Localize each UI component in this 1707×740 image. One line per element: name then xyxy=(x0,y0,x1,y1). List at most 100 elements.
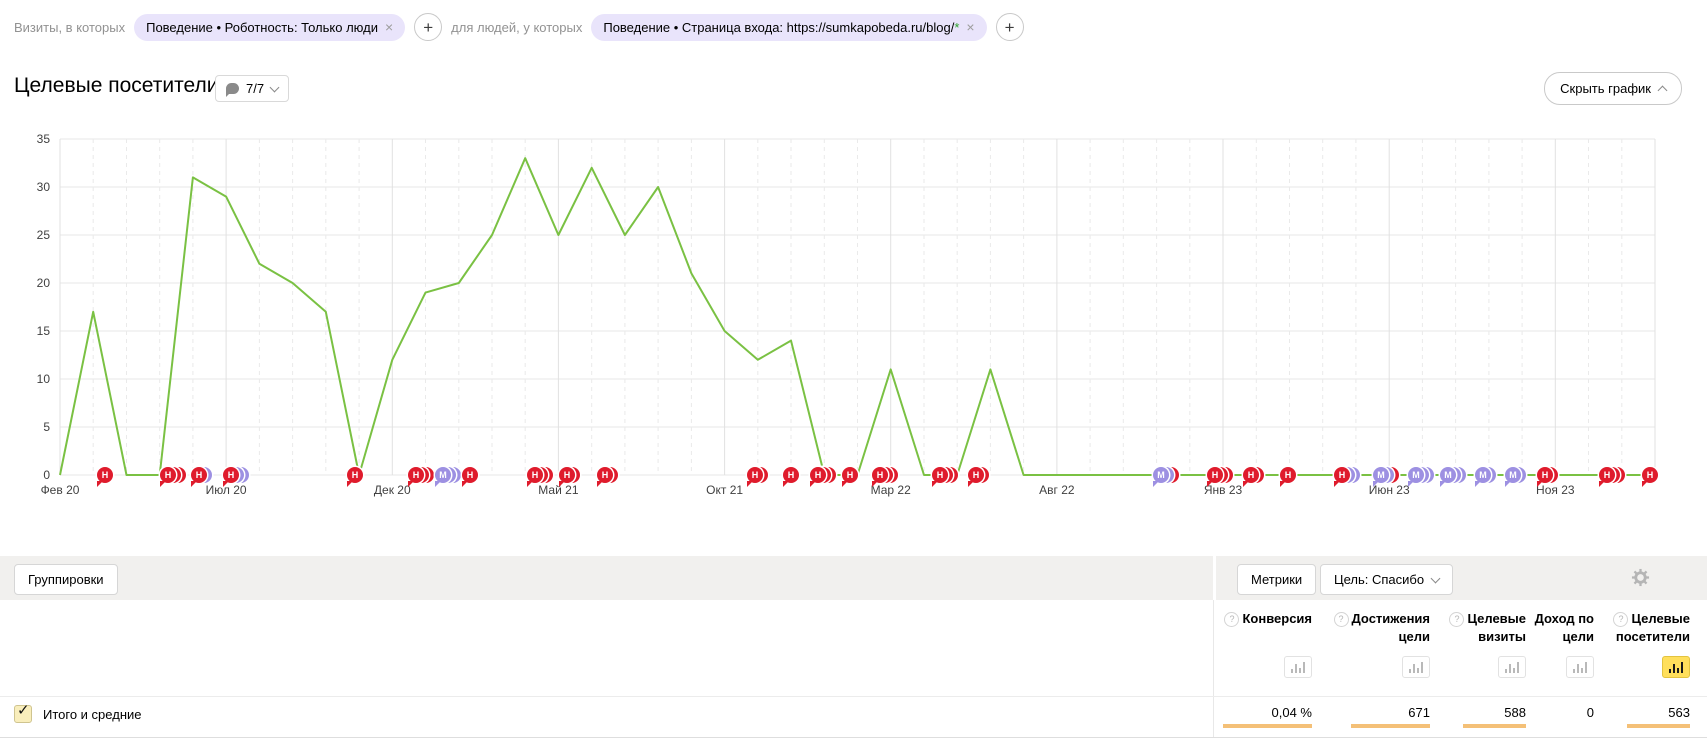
metric-chart-toggle-button[interactable] xyxy=(1498,656,1526,678)
total-value-cell: 671 xyxy=(1312,705,1430,728)
annotation-bubble-icon: Н xyxy=(968,467,984,483)
bar-chart-icon xyxy=(1299,668,1301,673)
value-share-bar xyxy=(1626,724,1690,728)
comments-count: 7/7 xyxy=(246,81,265,96)
help-icon[interactable]: ? xyxy=(1224,612,1240,627)
annotation-marker[interactable]: Н xyxy=(1642,467,1670,489)
groupings-button[interactable]: Группировки xyxy=(14,564,118,595)
annotation-bubble-icon: Н xyxy=(1599,467,1615,483)
svg-text:Июл 20: Июл 20 xyxy=(206,483,247,497)
annotation-bubble-icon: Н xyxy=(1243,467,1259,483)
annotation-bubble-icon: Н xyxy=(408,467,424,483)
annotation-marker[interactable]: Н xyxy=(1280,467,1308,489)
annotation-marker[interactable]: Н xyxy=(842,467,870,489)
total-value-cell: 588 xyxy=(1430,705,1526,728)
annotation-bubble-icon: М xyxy=(1153,467,1169,483)
annotation-bubble-icon: Н xyxy=(97,467,113,483)
annotation-marker[interactable]: Н xyxy=(347,467,375,489)
add-visits-filter-button[interactable]: + xyxy=(414,13,443,41)
total-value-cell: 563 xyxy=(1594,705,1690,728)
goal-selector-button[interactable]: Цель: Спасибо xyxy=(1320,564,1454,595)
annotation-marker[interactable]: Н xyxy=(408,467,436,489)
annotation-marker[interactable]: М xyxy=(1373,467,1401,489)
annotation-marker[interactable]: Н xyxy=(932,467,960,489)
remove-filter-icon[interactable]: × xyxy=(384,19,394,35)
annotation-marker[interactable]: Н xyxy=(810,467,838,489)
annotation-bubble-icon: Н xyxy=(783,467,799,483)
visits-filter-label: Визиты, в которых xyxy=(14,19,126,35)
metric-chart-toggle-button[interactable] xyxy=(1566,656,1594,678)
filter-chip-landing-page[interactable]: Поведение • Страница входа: https://sumk… xyxy=(591,13,987,41)
svg-text:10: 10 xyxy=(37,372,51,386)
totals-values-row: 0,04 % 671 588 0 563 xyxy=(1180,705,1690,728)
annotation-marker[interactable]: Н xyxy=(462,467,490,489)
bar-chart-icon xyxy=(1573,669,1575,673)
column-header[interactable]: ? Достижения цели xyxy=(1312,610,1430,646)
help-icon[interactable]: ? xyxy=(1449,612,1465,627)
annotation-bubble-icon: М xyxy=(1505,467,1521,483)
comment-bubble-icon xyxy=(226,83,239,94)
bar-chart-icon xyxy=(1421,662,1423,673)
row-separator xyxy=(0,696,1707,697)
annotation-marker[interactable]: М xyxy=(1408,467,1436,489)
annotation-marker[interactable]: Н xyxy=(968,467,996,489)
annotation-bubble-icon: М xyxy=(435,467,451,483)
annotation-marker[interactable]: Н xyxy=(1537,467,1565,489)
comments-dropdown-button[interactable]: 7/7 xyxy=(215,75,290,102)
annotation-marker[interactable]: М xyxy=(1153,467,1181,489)
annotation-marker[interactable]: М xyxy=(435,467,463,489)
row-separator xyxy=(0,737,1707,738)
metric-chart-toggle-button[interactable] xyxy=(1284,656,1312,678)
filter-chip-robots[interactable]: Поведение • Роботность: Только люди × xyxy=(134,13,406,41)
annotation-bubble-icon: Н xyxy=(160,467,176,483)
metric-chart-toggle-button[interactable] xyxy=(1402,656,1430,678)
column-header[interactable]: ? Целевые посетители xyxy=(1594,610,1690,646)
annotation-bubble-icon: Н xyxy=(527,467,543,483)
gear-icon[interactable] xyxy=(1631,568,1650,592)
page-title: Целевые посетители xyxy=(14,74,219,97)
annotation-marker[interactable]: Н xyxy=(559,467,587,489)
annotation-marker[interactable]: Н xyxy=(1334,467,1362,489)
bar-chart-icon xyxy=(1673,664,1675,673)
add-people-filter-button[interactable]: + xyxy=(995,13,1024,41)
value-share-bar xyxy=(1462,724,1526,728)
svg-text:Мар 22: Мар 22 xyxy=(871,483,911,497)
column-header-label: Целевые визиты xyxy=(1467,611,1526,644)
metric-chart-toggle-button[interactable] xyxy=(1662,656,1690,678)
hide-chart-button[interactable]: Скрыть график xyxy=(1544,72,1682,105)
annotation-marker[interactable]: Н xyxy=(223,467,251,489)
annotation-marker[interactable]: Н xyxy=(160,467,188,489)
annotation-marker[interactable]: Н xyxy=(597,467,625,489)
remove-filter-icon[interactable]: × xyxy=(966,19,975,35)
bar-chart-icon xyxy=(1681,662,1683,673)
annotation-marker[interactable]: М xyxy=(1440,467,1468,489)
annotation-marker[interactable]: Н xyxy=(1243,467,1271,489)
annotation-marker[interactable]: Н xyxy=(783,467,811,489)
bar-chart-icon xyxy=(1585,662,1587,673)
total-value: 0,04 % xyxy=(1271,705,1312,720)
annotation-marker[interactable]: Н xyxy=(97,467,125,489)
column-header[interactable]: Доход по цели xyxy=(1526,610,1594,646)
annotation-marker[interactable]: Н xyxy=(527,467,555,489)
column-header[interactable]: ? Конверсия xyxy=(1180,610,1312,646)
help-icon[interactable]: ? xyxy=(1613,612,1629,627)
annotation-bubble-icon: Н xyxy=(810,467,826,483)
column-header[interactable]: ? Целевые визиты xyxy=(1430,610,1526,646)
annotation-marker[interactable]: Н xyxy=(191,467,219,489)
value-share-bar xyxy=(1222,724,1312,728)
annotation-marker[interactable]: Н xyxy=(872,467,900,489)
svg-text:20: 20 xyxy=(37,276,51,290)
help-icon[interactable]: ? xyxy=(1333,612,1349,627)
annotation-marker[interactable]: М xyxy=(1475,467,1503,489)
annotation-marker[interactable]: Н xyxy=(1207,467,1235,489)
people-filter-label: для людей, у которых xyxy=(451,19,583,35)
annotation-bubble-icon: Н xyxy=(1642,467,1658,483)
annotation-marker[interactable]: Н xyxy=(1599,467,1627,489)
annotation-marker[interactable]: М xyxy=(1505,467,1533,489)
column-cell xyxy=(1526,656,1594,678)
annotation-marker[interactable]: Н xyxy=(747,467,775,489)
bar-chart-icon xyxy=(1581,668,1583,673)
metrics-button[interactable]: Метрики xyxy=(1237,564,1317,595)
annotation-bubble-icon: Н xyxy=(347,467,363,483)
totals-checkbox[interactable] xyxy=(14,701,32,723)
